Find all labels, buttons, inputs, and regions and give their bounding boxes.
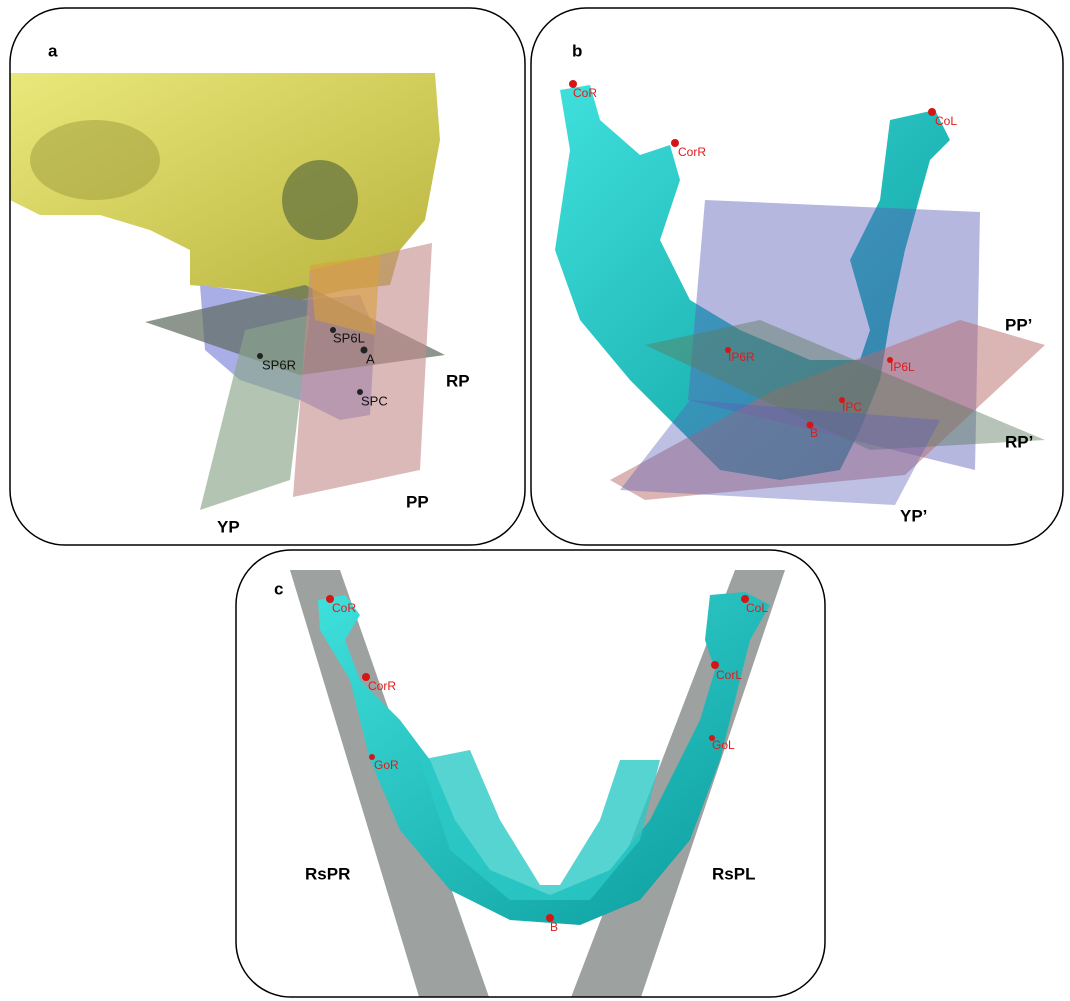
panel-label: c bbox=[274, 579, 283, 598]
panel-label: b bbox=[572, 41, 582, 60]
landmark-label: B bbox=[550, 920, 558, 934]
landmark-label: CorR bbox=[678, 145, 706, 159]
landmark-label: B bbox=[810, 426, 818, 440]
plane-label: YP’ bbox=[900, 506, 927, 525]
landmark-label: A bbox=[366, 351, 375, 366]
plane-label: RsPR bbox=[305, 864, 350, 883]
panel-label: a bbox=[48, 41, 58, 60]
figure: a YP PP RP SP6L SP6R A SPC b PP’ RP’ YP’… bbox=[0, 0, 1070, 1001]
plane-label: RsPL bbox=[712, 864, 755, 883]
landmark-label: CoL bbox=[746, 601, 768, 615]
landmark-label: CorL bbox=[716, 668, 742, 682]
landmark-label: CorR bbox=[368, 679, 396, 693]
plane-label: PP bbox=[406, 492, 429, 511]
landmark-label: CoL bbox=[935, 114, 957, 128]
landmark-label: SPC bbox=[361, 393, 388, 408]
panel-a-art bbox=[10, 73, 445, 510]
landmark-label: IPC bbox=[842, 400, 862, 414]
landmark-label: IP6L bbox=[890, 360, 915, 374]
landmark-label: SP6L bbox=[333, 330, 365, 345]
panel-b-art bbox=[555, 80, 1045, 505]
panel-c-art bbox=[290, 570, 785, 1000]
landmark-label: IP6R bbox=[728, 350, 755, 364]
landmark-label: SP6R bbox=[262, 357, 296, 372]
plane-label: RP’ bbox=[1005, 432, 1033, 451]
landmark-label: CoR bbox=[332, 601, 356, 615]
plane-label: RP bbox=[446, 371, 470, 390]
plane-label: PP’ bbox=[1005, 315, 1032, 334]
landmark-label: GoR bbox=[374, 758, 399, 772]
landmark-label: CoR bbox=[573, 86, 597, 100]
landmark-label: GoL bbox=[712, 738, 735, 752]
plane-label: YP bbox=[217, 517, 240, 536]
